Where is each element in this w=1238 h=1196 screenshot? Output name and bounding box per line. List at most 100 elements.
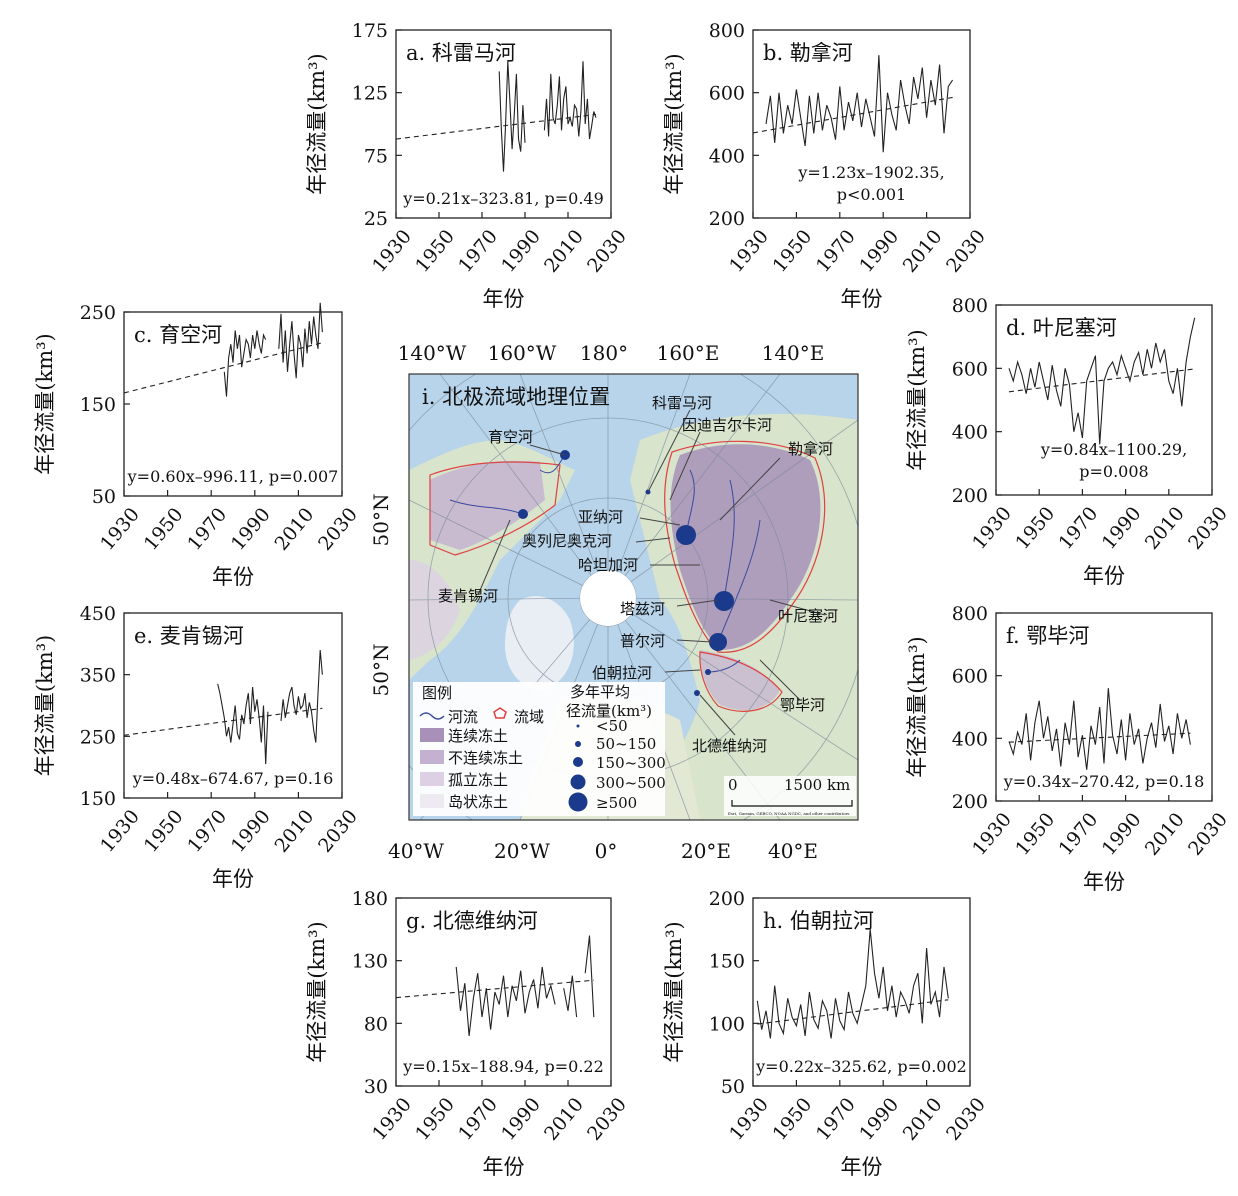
- legend-flow-50-150: 50~150: [596, 735, 656, 753]
- trend-line: [1008, 732, 1191, 743]
- scale-label-zero: 0: [728, 776, 738, 794]
- label-taz: 塔兹河: [620, 600, 665, 618]
- arctic-map: i. 北极流域地理位置 科雷马河 因迪吉尔卡河 育空河 勒拿河 亚纳河 奥列尼奥…: [369, 341, 859, 863]
- legend-flow-50-150-marker: [575, 741, 581, 747]
- map-legend: 图例 河流 流域 连续冻土 不连续冻土 孤立冻土 岛状冻土 多年平均 径流量(k…: [413, 682, 666, 816]
- lon-label-140e: 140°E: [762, 341, 825, 365]
- plot-frame-d: [995, 304, 1213, 496]
- label-indigirka: 因迪吉尔卡河: [682, 416, 772, 434]
- y-axis-label: 年径流量(km³): [305, 921, 329, 1062]
- y-tick-label: 180: [352, 888, 388, 910]
- legend-isolated-label: 岛状冻土: [448, 793, 508, 811]
- regression-equation-line: y=0.84x–1100.29,: [1040, 440, 1187, 459]
- lon-label-160w: 160°W: [488, 341, 557, 365]
- legend-flow-150-300: 150~300: [596, 754, 666, 772]
- y-axis-label: 年径流量(km³): [662, 53, 686, 194]
- trend-line: [1008, 368, 1195, 393]
- x-axis-label: 年份: [841, 287, 883, 311]
- y-tick-label: 600: [952, 358, 988, 380]
- x-tick-label: 2030: [583, 226, 631, 277]
- series-line: [1008, 317, 1196, 445]
- y-tick-label: 30: [364, 1076, 388, 1098]
- panel-title: f. 鄂毕河: [1006, 624, 1089, 648]
- series-line: [756, 929, 949, 1039]
- series-line: [498, 61, 597, 172]
- x-tick-label: 1990: [227, 504, 275, 555]
- x-tick-label: 2010: [270, 504, 318, 555]
- x-tick-label: 1970: [454, 226, 502, 277]
- map-credits: Esri, Garmin, GEBCO, NOAA NGDC, and othe…: [728, 811, 849, 816]
- y-tick-label: 200: [709, 208, 745, 230]
- x-axis-label: 年份: [212, 867, 254, 891]
- label-pechora: 伯朝拉河: [592, 664, 652, 682]
- legend-flow-lt50: <50: [596, 717, 628, 735]
- x-tick-label: 2010: [899, 226, 947, 277]
- lon-label-140w: 140°W: [398, 341, 467, 365]
- plot-frame-h: [752, 897, 971, 1087]
- x-axis-label: 年份: [483, 1155, 525, 1179]
- series-line: [217, 649, 323, 765]
- scale-label-1500: 1500 km: [784, 776, 850, 794]
- x-tick-label: 1930: [368, 1094, 416, 1145]
- legend-sporadic-swatch: [420, 772, 444, 786]
- x-tick-label: 2030: [314, 806, 362, 857]
- x-tick-label: 2030: [1184, 809, 1232, 860]
- y-tick-label: 250: [80, 302, 116, 324]
- discharge-marker-ob: [709, 633, 727, 651]
- legend-flow-title-2: 径流量(km³): [566, 702, 652, 720]
- lon-label-160e: 160°E: [657, 341, 720, 365]
- x-tick-label: 2010: [899, 1094, 947, 1145]
- y-tick-label: 125: [352, 83, 388, 105]
- x-tick-label: 1990: [227, 806, 275, 857]
- y-tick-label: 80: [364, 1013, 388, 1035]
- regression-equation: y=0.60x–996.11, p=0.007: [127, 467, 339, 486]
- lat-label-upper: 50°N: [369, 494, 393, 547]
- y-axis-label: 年径流量(km³): [905, 636, 929, 777]
- discharge-marker-mackenzie: [518, 509, 528, 519]
- x-tick-label: 1930: [96, 504, 144, 555]
- panel-title: c. 育空河: [134, 323, 222, 347]
- label-kolyma: 科雷马河: [652, 394, 712, 412]
- label-severnaya-dvina: 北德维纳河: [692, 737, 767, 755]
- x-tick-label: 1930: [725, 226, 773, 277]
- lon-label-40w: 40°W: [388, 839, 444, 863]
- legend-basin-swatch: [493, 707, 507, 719]
- panel-title: d. 叶尼塞河: [1006, 316, 1117, 340]
- x-tick-label: 2030: [942, 226, 990, 277]
- legend-sporadic-label: 孤立冻土: [448, 771, 508, 789]
- y-tick-label: 200: [952, 791, 988, 813]
- x-tick-label: 2030: [583, 1094, 631, 1145]
- y-tick-label: 450: [80, 603, 116, 625]
- trend-line: [395, 113, 597, 140]
- regression-equation: y=0.21x–323.81, p=0.49: [402, 189, 604, 208]
- y-tick-label: 100: [709, 1013, 745, 1035]
- y-axis-label: 年径流量(km³): [305, 53, 329, 194]
- legend-continuous-swatch: [420, 728, 444, 742]
- y-tick-label: 250: [80, 726, 116, 748]
- panel-title: a. 科雷马河: [406, 41, 516, 65]
- legend-background: [413, 682, 665, 816]
- x-tick-label: 1990: [497, 1094, 545, 1145]
- y-tick-label: 600: [952, 666, 988, 688]
- map-frame: [408, 373, 859, 821]
- x-tick-label: 1970: [1054, 503, 1102, 554]
- x-tick-label: 1930: [368, 226, 416, 277]
- x-tick-label: 1930: [725, 1094, 773, 1145]
- y-tick-label: 50: [721, 1076, 745, 1098]
- x-tick-label: 1990: [1098, 503, 1146, 554]
- panel-title: h. 伯朝拉河: [763, 909, 874, 933]
- label-yenisei: 叶尼塞河: [778, 607, 838, 625]
- y-tick-label: 130: [352, 951, 388, 973]
- regression-equation: y=0.22x–325.62, p=0.002: [755, 1057, 967, 1076]
- y-tick-label: 200: [709, 888, 745, 910]
- trend-line: [123, 707, 323, 736]
- y-tick-label: 800: [952, 295, 988, 317]
- x-tick-label: 1990: [855, 1094, 903, 1145]
- label-yukon: 育空河: [488, 428, 533, 446]
- river-lines: [449, 454, 761, 673]
- trend-line: [752, 96, 953, 134]
- y-axis-label: 年径流量(km³): [33, 635, 57, 776]
